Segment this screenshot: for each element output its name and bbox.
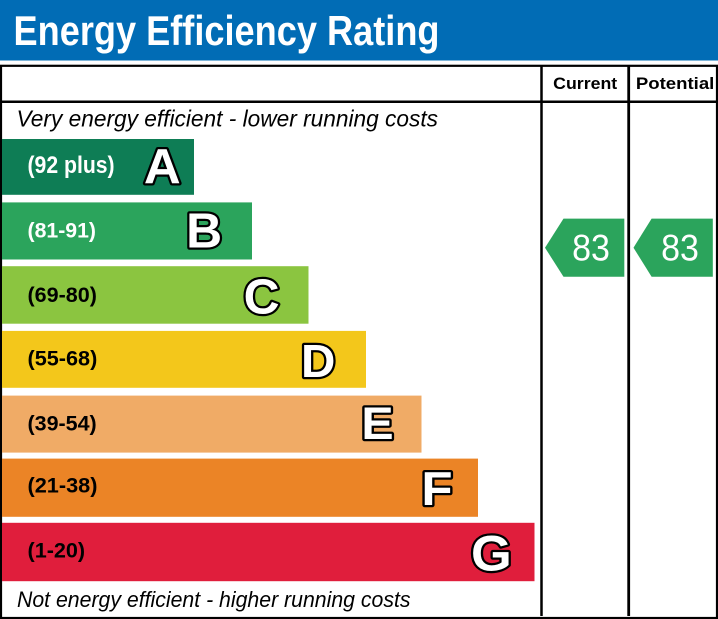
- svg-text:(55-68): (55-68): [28, 346, 98, 371]
- svg-text:83: 83: [572, 228, 610, 269]
- svg-text:(81-91): (81-91): [28, 217, 97, 242]
- svg-text:Energy Efficiency Rating: Energy Efficiency Rating: [14, 7, 440, 54]
- svg-text:83: 83: [661, 228, 699, 269]
- svg-text:G: G: [471, 525, 512, 582]
- svg-text:(69-80): (69-80): [28, 282, 97, 307]
- svg-text:Potential: Potential: [636, 75, 715, 93]
- svg-text:Not energy efficient - higher: Not energy efficient - higher running co…: [17, 587, 411, 612]
- svg-text:(92 plus): (92 plus): [28, 152, 115, 179]
- svg-text:B: B: [186, 204, 222, 259]
- svg-text:C: C: [244, 270, 280, 324]
- svg-text:(1-20): (1-20): [28, 538, 86, 563]
- svg-text:(39-54): (39-54): [28, 411, 97, 436]
- svg-text:D: D: [301, 335, 335, 387]
- svg-text:F: F: [421, 462, 452, 515]
- svg-text:Very energy efficient - lower: Very energy efficient - lower running co…: [17, 106, 439, 132]
- svg-text:(21-38): (21-38): [28, 473, 98, 498]
- svg-text:A: A: [144, 140, 181, 194]
- svg-text:Current: Current: [553, 75, 618, 93]
- svg-text:E: E: [361, 398, 393, 449]
